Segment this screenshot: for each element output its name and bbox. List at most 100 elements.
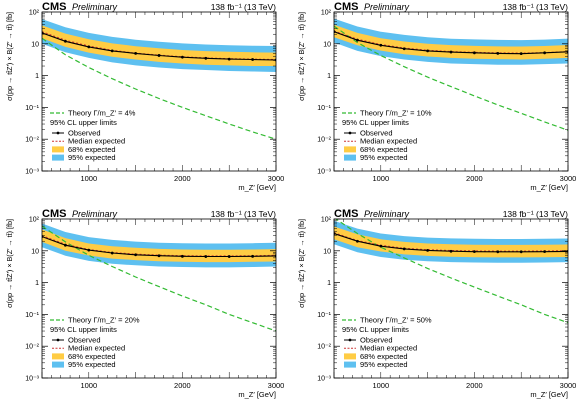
y-tick-label: 10² [321,217,332,224]
legend-95-expected-label: 95% expected [68,360,116,369]
plot-frame [333,218,569,379]
cms-label: CMS [334,1,358,13]
plot-frame [41,11,277,172]
chart-panel-3: 10⁻³ 10⁻² 10⁻¹ 1 10 10² 1000 2000 3000 CMS Prelimi… [5,208,284,399]
legend-observed-label: Observed [360,129,393,138]
y-tick-label: 1 [35,280,39,287]
observed-point [181,254,184,258]
x-tick-label: 2000 [174,174,191,183]
observed-point [519,250,523,254]
legend-observed-label: Observed [68,129,101,138]
y-tick-label: 1 [327,280,331,287]
luminosity-label: 138 fb⁻¹ (13 TeV) [503,2,568,12]
y-axis-title: σ(pp → tt̄Z′) × B(Z′ → tt̄) [fb] [5,219,14,308]
preliminary-label: Preliminary [72,209,118,219]
cms-label: CMS [42,208,66,220]
y-tick-label: 10⁻¹ [25,312,39,319]
observed-point [134,253,138,257]
observed-point [473,250,476,254]
y-tick-label: 10⁻³ [25,169,39,176]
x-tick-label: 1000 [80,381,97,390]
y-tick-label: 10⁻¹ [317,312,331,319]
legend-95-expected-swatch [52,154,64,161]
chart-panel-2: 10⁻³ 10⁻² 10⁻¹ 1 10 10² 1000 2000 3000 CMS Prelimi… [297,1,576,192]
legend-observed-marker [56,131,60,135]
observed-point [181,55,184,59]
band-68-expected [334,24,568,60]
plot-area [334,219,568,324]
legend-group-title: 95% CL upper limits [50,325,117,334]
legend-median-expected-label: Median expected [360,137,417,146]
median-expected-line [42,235,276,257]
x-axis-title: m_Z′ [GeV] [530,183,568,192]
observed-point [426,49,429,53]
y-tick-label: 10 [323,41,331,48]
legend-68-expected-swatch [52,353,64,360]
legend-observed-marker [348,131,352,135]
preliminary-label: Preliminary [364,2,410,12]
observed-point [356,239,359,243]
luminosity-label: 138 fb⁻¹ (13 TeV) [211,2,276,12]
x-axis-title: m_Z′ [GeV] [530,390,568,399]
y-tick-label: 10 [323,248,331,255]
legend-95-expected-label: 95% expected [360,153,408,162]
luminosity-label: 138 fb⁻¹ (13 TeV) [503,209,568,219]
legend-theory-label: Theory Γ/m_Z′ = 20% [68,316,140,325]
observed-point [426,248,429,252]
y-tick-label: 10² [321,10,332,17]
legend-observed-label: Observed [360,336,393,345]
legend-68-expected-label: 68% expected [360,352,408,361]
legend-68-expected-label: 68% expected [68,352,116,361]
legend-median-expected-label: Median expected [360,344,417,353]
y-tick-label: 10⁻³ [25,376,39,383]
observed-point [87,248,91,252]
legend-median-expected-label: Median expected [68,344,125,353]
x-tick-label: 2000 [466,174,483,183]
theory-line [42,37,276,140]
observed-point [449,50,453,54]
observed-point [496,51,500,55]
legend-68-expected-label: 68% expected [360,145,408,154]
y-tick-label: 10⁻² [25,137,39,144]
observed-point [157,54,161,57]
observed-point [496,250,500,254]
observed-point [157,254,161,258]
y-tick-label: 10² [29,10,40,17]
observed-point [543,51,546,55]
observed-point [64,39,67,43]
legend-theory-label: Theory Γ/m_Z′ = 4% [68,109,136,118]
x-tick-label: 3000 [268,174,285,183]
plot-area [42,223,276,332]
y-axis-title: σ(pp → tt̄Z′) × B(Z′ → tt̄) [fb] [5,12,14,101]
x-tick-label: 2000 [174,381,191,390]
legend-median-expected-label: Median expected [68,137,125,146]
legend-observed-marker [56,338,60,342]
observed-point [251,254,255,258]
observed-point [87,45,91,49]
chart-panel-1: 10⁻³ 10⁻² 10⁻¹ 1 10 10² 1000 2000 3000 CMS Prelimi… [5,1,284,192]
x-axis-title: m_Z′ [GeV] [238,390,276,399]
cms-label: CMS [334,208,358,220]
y-tick-label: 10⁻¹ [317,105,331,112]
preliminary-label: Preliminary [364,209,410,219]
legend-group-title: 95% CL upper limits [342,118,409,127]
x-axis-title: m_Z′ [GeV] [238,183,276,192]
observed-point [449,249,453,253]
legend-68-expected-label: 68% expected [68,145,116,154]
plot-area [42,19,276,140]
band-68-expected [42,25,276,66]
y-axis-title: σ(pp → tt̄Z′) × B(Z′ → tt̄) [fb] [297,219,306,308]
y-tick-label: 10² [29,217,40,224]
y-tick-label: 10 [31,41,39,48]
y-tick-label: 10⁻³ [317,376,331,383]
y-tick-label: 10⁻² [25,344,39,351]
luminosity-label: 138 fb⁻¹ (13 TeV) [211,209,276,219]
legend-observed-marker [348,338,352,342]
y-tick-label: 10⁻³ [317,169,331,176]
observed-point [356,38,359,42]
observed-point [134,51,138,55]
legend-95-expected-swatch [344,361,356,368]
cms-label: CMS [42,1,66,13]
legend-68-expected-swatch [344,146,356,153]
legend-group-title: 95% CL upper limits [342,325,409,334]
